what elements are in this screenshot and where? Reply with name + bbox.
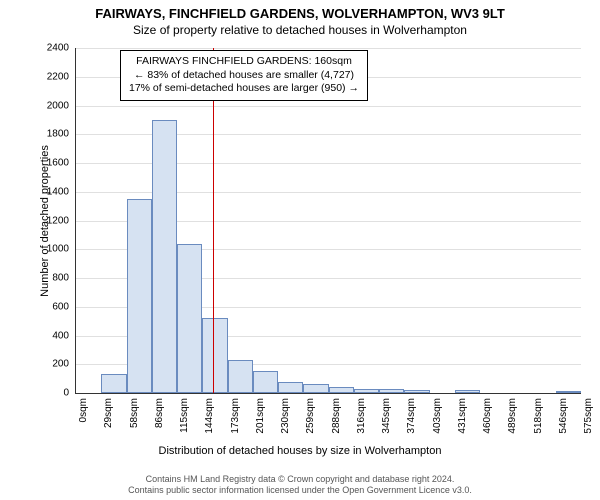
info-box-line3: 17% of semi-detached houses are larger (… xyxy=(129,82,359,96)
footer-line2: Contains public sector information licen… xyxy=(0,485,600,496)
y-tick-label: 0 xyxy=(0,388,69,399)
histogram-bar xyxy=(329,387,354,393)
y-tick-label: 2400 xyxy=(0,43,69,54)
x-tick-label: 288sqm xyxy=(331,398,342,434)
histogram-bar xyxy=(455,390,480,393)
x-tick-label: 374sqm xyxy=(406,398,417,434)
y-tick-label: 2000 xyxy=(0,100,69,111)
x-tick-label: 144sqm xyxy=(204,398,215,434)
y-tick-label: 1800 xyxy=(0,129,69,140)
histogram-bar xyxy=(278,382,303,394)
chart-title-main: FAIRWAYS, FINCHFIELD GARDENS, WOLVERHAMP… xyxy=(0,0,600,21)
histogram-bar xyxy=(354,389,379,393)
chart-container: FAIRWAYS, FINCHFIELD GARDENS, WOLVERHAMP… xyxy=(0,0,600,500)
info-box-line2: ← 83% of detached houses are smaller (4,… xyxy=(129,69,359,83)
histogram-bar xyxy=(152,120,177,393)
histogram-bar xyxy=(379,389,404,393)
x-tick-label: 29sqm xyxy=(103,398,114,428)
footer-line1: Contains HM Land Registry data © Crown c… xyxy=(0,474,600,485)
footer-attribution: Contains HM Land Registry data © Crown c… xyxy=(0,474,600,496)
info-box-line1: FAIRWAYS FINCHFIELD GARDENS: 160sqm xyxy=(129,55,359,69)
y-tick-label: 600 xyxy=(0,301,69,312)
x-tick-label: 115sqm xyxy=(179,398,190,433)
histogram-bar xyxy=(303,384,328,393)
x-tick-label: 345sqm xyxy=(381,398,392,434)
y-tick-label: 1000 xyxy=(0,244,69,255)
histogram-bar xyxy=(404,390,429,393)
gridline xyxy=(76,106,581,107)
histogram-bar xyxy=(556,391,581,393)
histogram-bar xyxy=(253,371,278,393)
histogram-bar xyxy=(177,244,202,394)
x-tick-label: 230sqm xyxy=(280,398,291,434)
histogram-bar xyxy=(202,318,227,393)
histogram-bar xyxy=(127,199,152,393)
x-tick-label: 86sqm xyxy=(154,398,165,428)
y-tick-label: 2200 xyxy=(0,71,69,82)
x-tick-label: 259sqm xyxy=(305,398,316,434)
gridline xyxy=(76,48,581,49)
chart-title-sub: Size of property relative to detached ho… xyxy=(0,21,600,37)
x-tick-label: 0sqm xyxy=(78,398,89,422)
y-tick-label: 1600 xyxy=(0,158,69,169)
x-tick-label: 546sqm xyxy=(558,398,569,434)
x-tick-label: 431sqm xyxy=(457,398,468,434)
y-tick-label: 1200 xyxy=(0,215,69,226)
histogram-bar xyxy=(228,360,253,393)
x-tick-label: 489sqm xyxy=(507,398,518,434)
info-box: FAIRWAYS FINCHFIELD GARDENS: 160sqm ← 83… xyxy=(120,50,368,101)
x-axis-label: Distribution of detached houses by size … xyxy=(0,445,600,457)
x-tick-label: 316sqm xyxy=(356,398,367,434)
x-tick-label: 575sqm xyxy=(583,398,594,434)
y-tick-label: 1400 xyxy=(0,186,69,197)
y-tick-label: 400 xyxy=(0,330,69,341)
y-tick-label: 200 xyxy=(0,359,69,370)
x-tick-label: 173sqm xyxy=(230,398,241,434)
x-tick-label: 201sqm xyxy=(255,398,266,434)
x-tick-label: 403sqm xyxy=(432,398,443,434)
x-tick-label: 518sqm xyxy=(533,398,544,434)
x-tick-label: 460sqm xyxy=(482,398,493,434)
x-tick-label: 58sqm xyxy=(129,398,140,428)
histogram-bar xyxy=(101,374,126,393)
y-tick-label: 800 xyxy=(0,273,69,284)
